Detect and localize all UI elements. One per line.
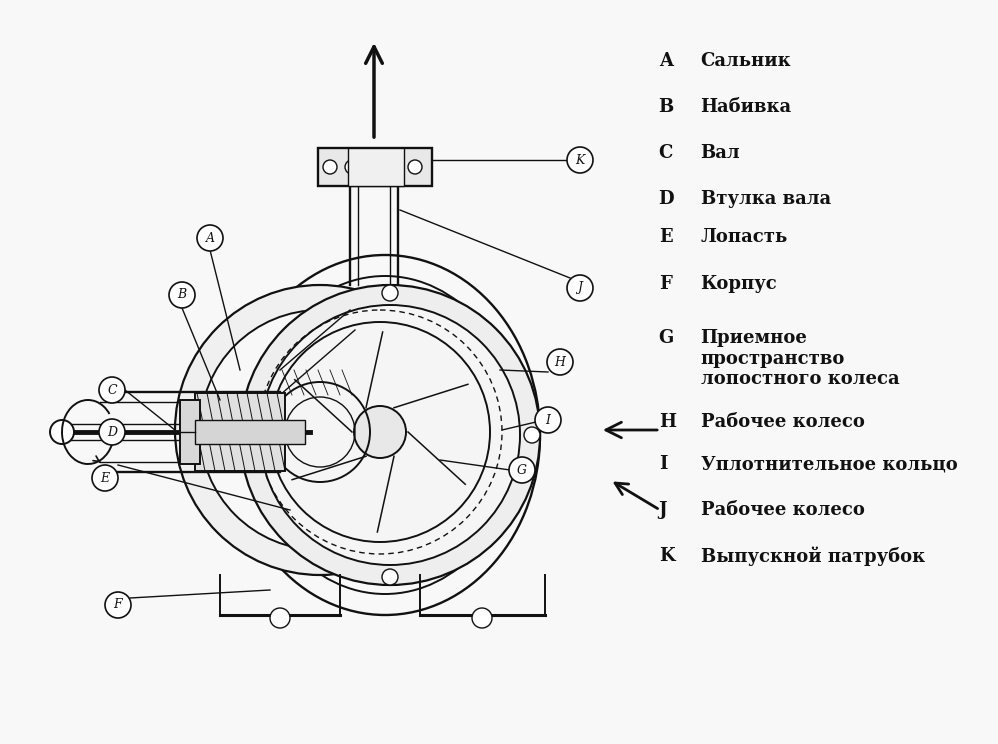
Text: H: H (659, 413, 676, 431)
Text: F: F (114, 598, 123, 612)
Circle shape (240, 427, 256, 443)
Bar (195, 393, 285, 433)
Circle shape (240, 285, 540, 585)
Text: A: A (659, 52, 673, 70)
Circle shape (270, 608, 290, 628)
Text: D: D (107, 426, 117, 438)
Circle shape (260, 305, 520, 565)
Circle shape (367, 160, 381, 174)
Text: Рабочее колесо: Рабочее колесо (701, 413, 864, 431)
Circle shape (175, 285, 465, 575)
Text: D: D (659, 190, 675, 208)
Circle shape (169, 282, 195, 308)
Text: H: H (555, 356, 566, 368)
Circle shape (323, 160, 337, 174)
Circle shape (92, 465, 118, 491)
Text: G: G (659, 329, 674, 347)
Bar (195, 431, 285, 471)
Circle shape (408, 160, 422, 174)
Text: Выпускной патрубок: Выпускной патрубок (701, 547, 925, 566)
Text: Набивка: Набивка (701, 98, 791, 116)
Circle shape (382, 285, 398, 301)
Bar (348, 148, 404, 186)
Circle shape (387, 160, 401, 174)
Text: Втулка вала: Втулка вала (701, 190, 830, 208)
Circle shape (535, 407, 561, 433)
Text: A: A (206, 231, 215, 245)
Text: Лопасть: Лопасть (701, 228, 787, 246)
Text: B: B (178, 289, 187, 301)
Text: G: G (517, 464, 527, 476)
Circle shape (509, 457, 535, 483)
Text: J: J (578, 281, 583, 295)
Circle shape (567, 147, 593, 173)
Text: Вал: Вал (701, 144, 741, 162)
Bar (180, 400, 200, 464)
Text: F: F (659, 275, 672, 292)
Circle shape (345, 160, 359, 174)
Text: K: K (575, 153, 585, 167)
Circle shape (382, 569, 398, 585)
Circle shape (472, 608, 492, 628)
Circle shape (567, 275, 593, 301)
Circle shape (354, 406, 406, 458)
Text: J: J (659, 501, 668, 519)
Circle shape (524, 427, 540, 443)
Text: I: I (659, 455, 668, 473)
Circle shape (197, 225, 223, 251)
Circle shape (99, 377, 125, 403)
Circle shape (200, 310, 440, 550)
Text: C: C (659, 144, 673, 162)
Text: Приемное
пространство
лопостного колеса: Приемное пространство лопостного колеса (701, 329, 899, 388)
Circle shape (105, 592, 131, 618)
Circle shape (50, 420, 74, 444)
Bar (318, 148, 432, 186)
Text: E: E (659, 228, 673, 246)
Text: B: B (659, 98, 674, 116)
Text: E: E (101, 472, 110, 484)
Text: K: K (659, 547, 675, 565)
Text: Сальник: Сальник (701, 52, 791, 70)
Text: Рабочее колесо: Рабочее колесо (701, 501, 864, 519)
Text: C: C (107, 383, 117, 397)
Bar (195, 420, 305, 444)
Text: Корпус: Корпус (701, 275, 777, 292)
Circle shape (547, 349, 573, 375)
Text: I: I (546, 414, 551, 426)
Circle shape (99, 419, 125, 445)
Text: Уплотнительное кольцо: Уплотнительное кольцо (701, 455, 957, 473)
